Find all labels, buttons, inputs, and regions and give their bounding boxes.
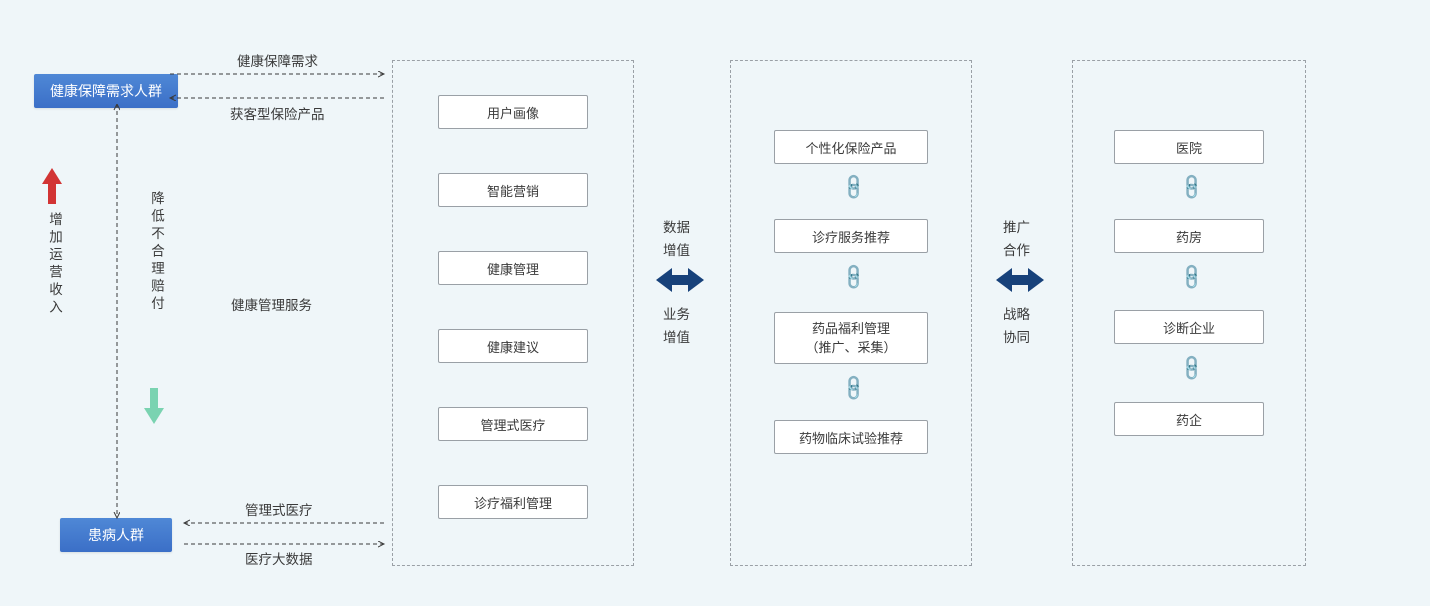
label-decrease: 降低不合理赔付 xyxy=(146,191,166,314)
label-top-up: 健康保障需求 xyxy=(237,50,318,70)
node-patient-group: 患病人群 xyxy=(60,518,172,552)
cell-2-3: 药物临床试验推荐 xyxy=(774,420,928,454)
arrow-green-down xyxy=(144,388,164,424)
label-conn1-top: 数据 增值 xyxy=(663,217,690,263)
label-conn2-bottom: 战略 协同 xyxy=(1003,304,1030,350)
arrow-top-left xyxy=(170,93,390,103)
double-arrow-2 xyxy=(996,268,1044,292)
double-arrow-1 xyxy=(656,268,704,292)
cell-2-2: 药品福利管理 （推广、采集） xyxy=(774,312,928,364)
cell-1-0: 用户画像 xyxy=(438,95,588,129)
label-increase: 增加运营收入 xyxy=(44,212,64,317)
arrow-bottom-left xyxy=(184,518,390,528)
cell-1-4: 管理式医疗 xyxy=(438,407,588,441)
label-conn1-bottom: 业务 增值 xyxy=(663,304,690,350)
cell-1-1: 智能营销 xyxy=(438,173,588,207)
label-top-down: 获客型保险产品 xyxy=(230,103,325,123)
cell-3-1: 药房 xyxy=(1114,219,1264,253)
label-bottom-down: 医疗大数据 xyxy=(245,548,313,568)
label-bottom-up: 管理式医疗 xyxy=(245,499,313,519)
cell-1-5: 诊疗福利管理 xyxy=(438,485,588,519)
label-health-mgmt: 健康管理服务 xyxy=(231,294,312,314)
arrow-top-right xyxy=(170,69,390,79)
cell-2-1: 诊疗服务推荐 xyxy=(774,219,928,253)
cell-3-3: 药企 xyxy=(1114,402,1264,436)
line-blue-connector xyxy=(112,104,122,518)
diagram-canvas: 健康保障需求人群 患病人群 增加运营收入 降低不合理赔付 健康管理服务 健康保障… xyxy=(0,0,1430,606)
cell-3-0: 医院 xyxy=(1114,130,1264,164)
arrow-red-up xyxy=(42,168,62,204)
cell-1-2: 健康管理 xyxy=(438,251,588,285)
label-conn2-top: 推广 合作 xyxy=(1003,217,1030,263)
node-demand-group: 健康保障需求人群 xyxy=(34,74,178,108)
cell-2-0: 个性化保险产品 xyxy=(774,130,928,164)
cell-3-2: 诊断企业 xyxy=(1114,310,1264,344)
cell-1-3: 健康建议 xyxy=(438,329,588,363)
